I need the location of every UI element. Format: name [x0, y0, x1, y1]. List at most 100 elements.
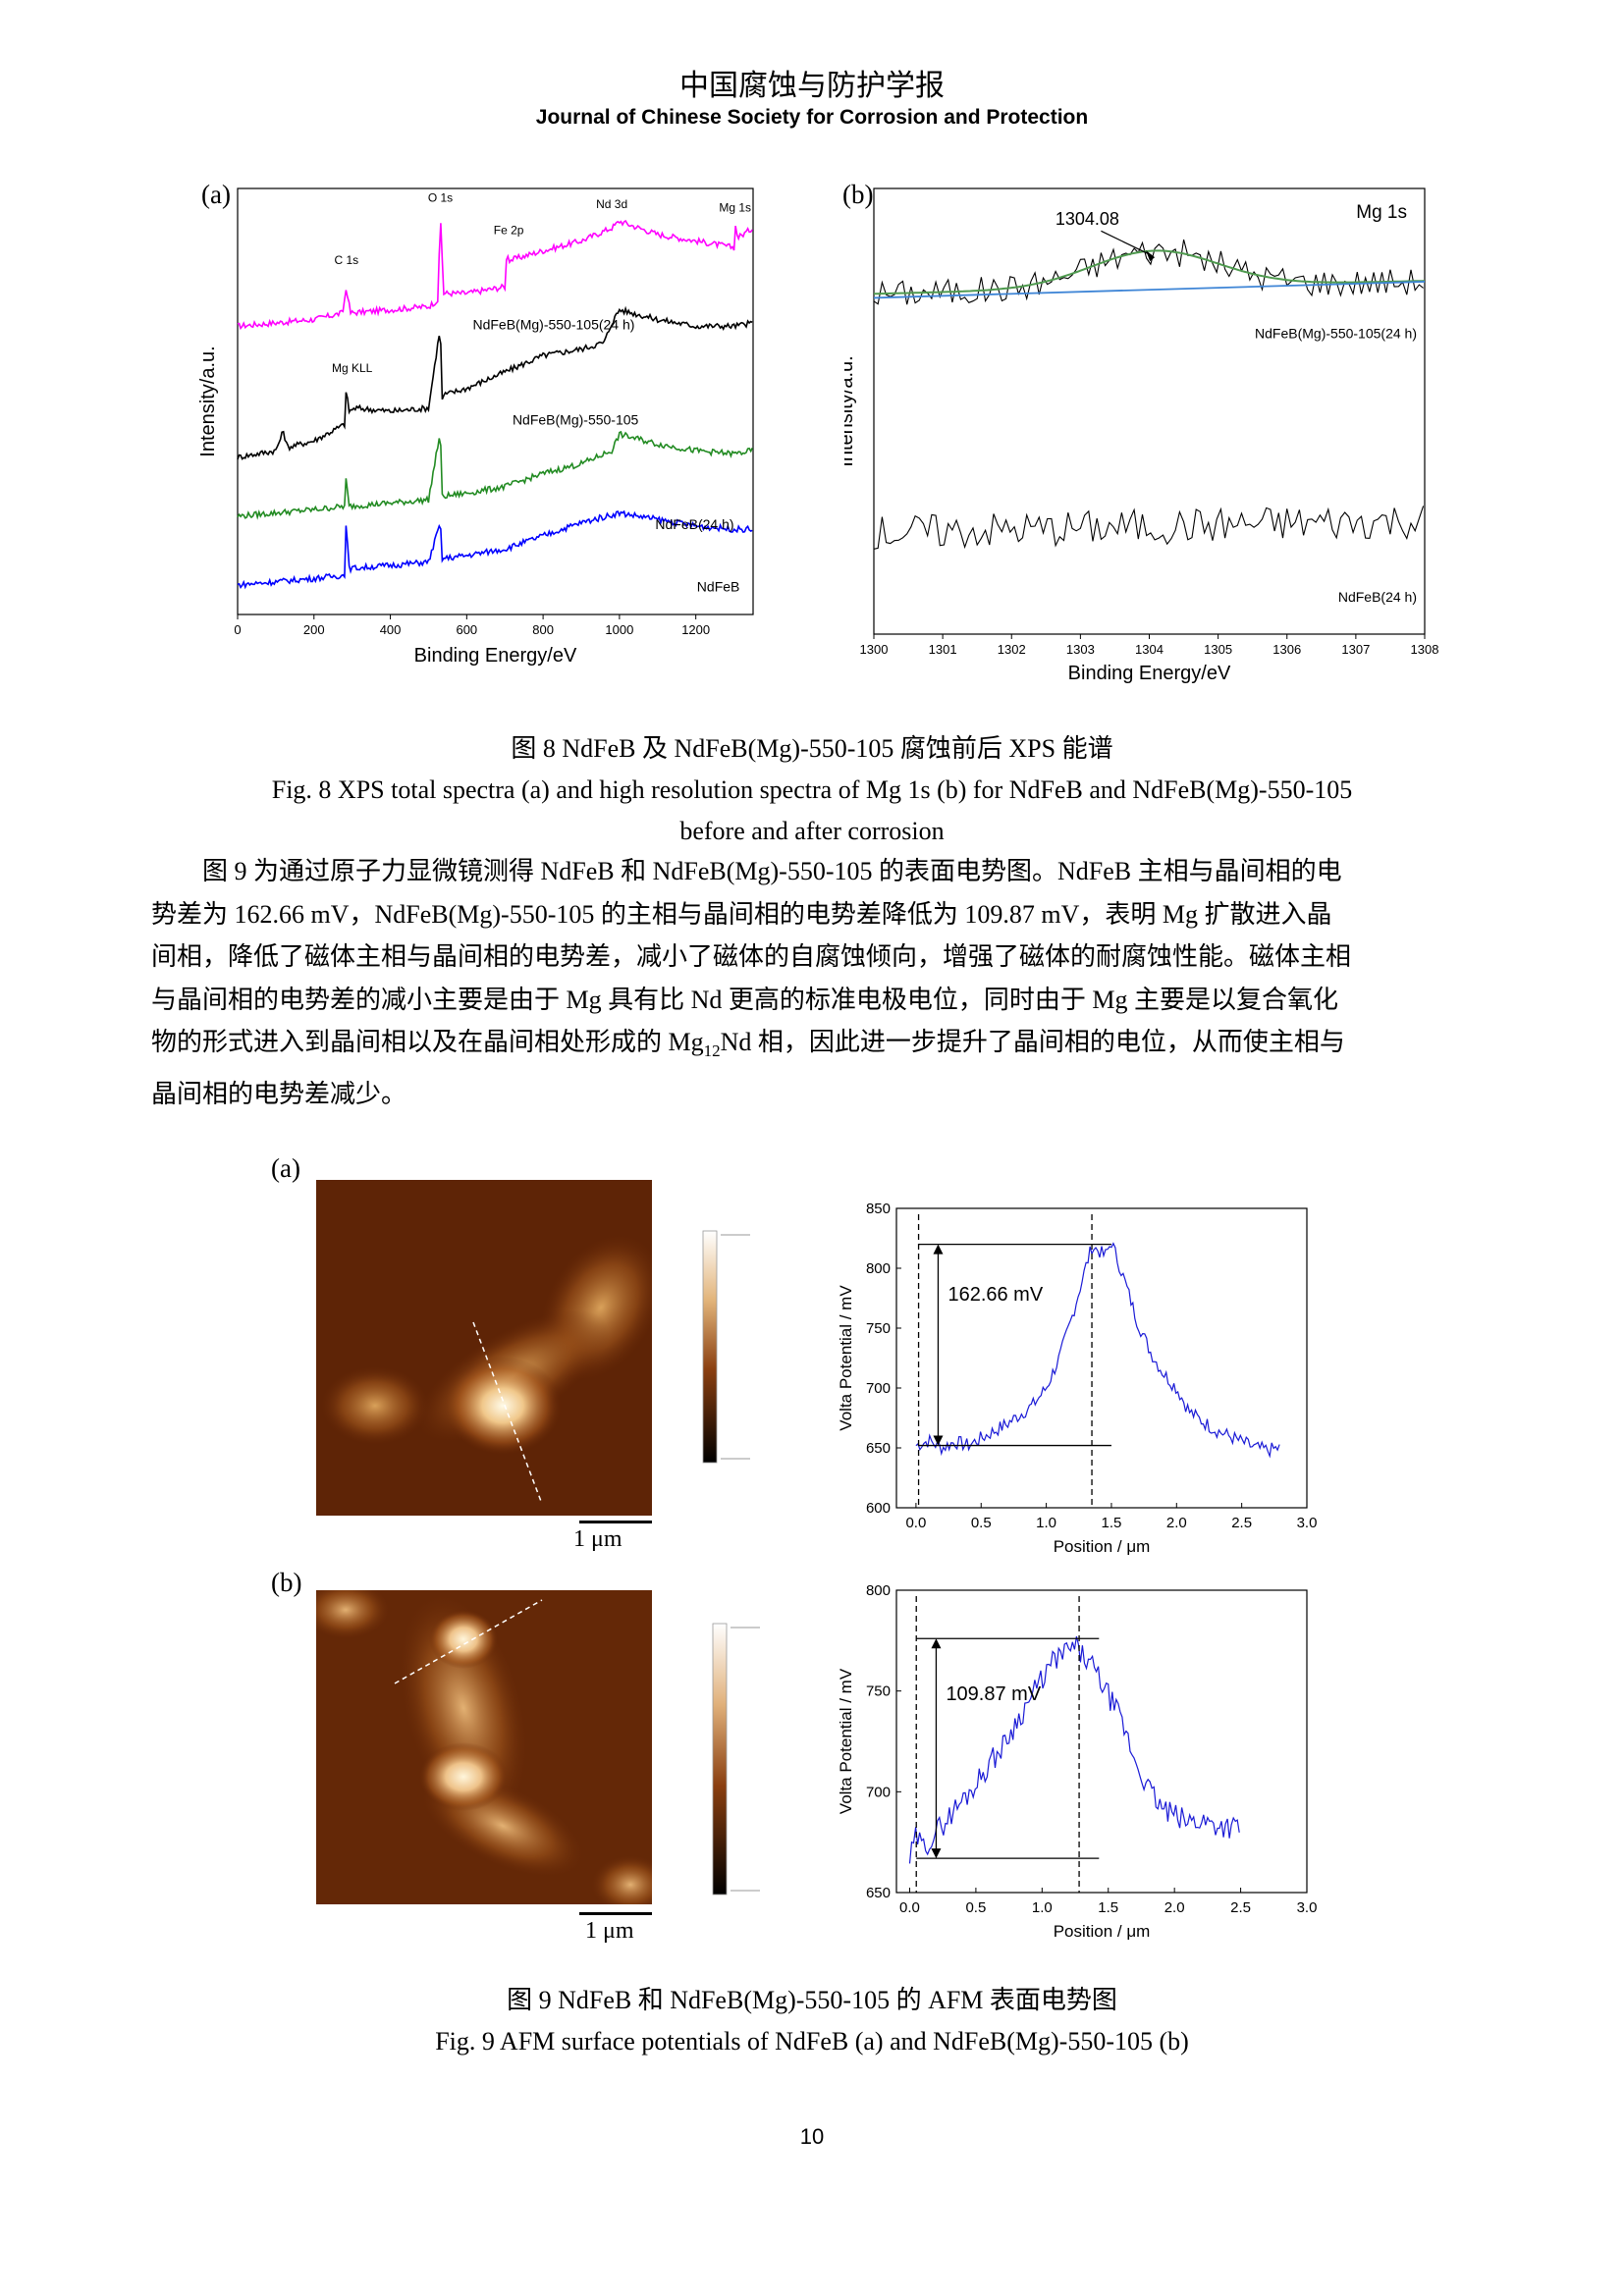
arrowhead-bottom — [933, 1435, 944, 1446]
fig8-caption-en-line2: before and after corrosion — [679, 817, 945, 845]
fig9a-panel-label: (a) — [271, 1153, 300, 1183]
body-line-1: 图 9 为通过原子力显微镜测得 NdFeB 和 NdFeB(Mg)-550-10… — [202, 857, 1342, 885]
series-label: NdFeB(24 h) — [655, 516, 733, 532]
plot-frame — [895, 1207, 1308, 1509]
y-axis-label: Volta Potential / mV — [837, 1285, 855, 1431]
series-line — [237, 430, 753, 520]
body-line-4: 与晶间相的电势差的减小主要是由于 Mg 具有比 Nd 更高的标准电极电位，同时由… — [151, 985, 1339, 1014]
x-tick-label: 1.0 — [1032, 1899, 1053, 1916]
body-line-2: 势差为 162.66 mV，NdFeB(Mg)-550-105 的主相与晶间相的… — [151, 899, 1332, 929]
arrowhead-top — [931, 1638, 942, 1649]
peak-annotation: Fe 2p — [494, 224, 524, 238]
scalebar-a-label: 1 μm — [573, 1526, 623, 1552]
arrowhead-top — [933, 1244, 944, 1255]
x-axis-label: Binding Energy/eV — [1068, 663, 1231, 684]
peak-arrowhead — [1146, 250, 1156, 262]
difference-label: 162.66 mV — [947, 1284, 1043, 1306]
x-axis-label: Position / μm — [1054, 1922, 1151, 1941]
x-tick-label: 1.5 — [1098, 1899, 1118, 1916]
journal-title-en: Journal of Chinese Society for Corrosion… — [535, 106, 1089, 129]
series-line — [873, 506, 1425, 550]
difference-label: 109.87 mV — [946, 1683, 1041, 1705]
x-tick-label: 2.0 — [1166, 1515, 1187, 1531]
x-tick-label: 1301 — [929, 642, 957, 657]
series-label: NdFeB(Mg)-550-105(24 h) — [472, 317, 634, 333]
fig8a-panel-label: (a) — [201, 180, 231, 209]
peak-arrow — [1101, 230, 1152, 256]
x-tick-label: 1304 — [1135, 642, 1164, 657]
body-line-3: 间相，降低了磁体主相与晶间相的电势差，减小了磁体的自腐蚀倾向，增强了磁体的耐腐蚀… — [151, 942, 1352, 971]
series-label: NdFeB(Mg)-550-105(24 h) — [1255, 326, 1417, 342]
plot-frame — [895, 1589, 1308, 1894]
afm-image-b — [316, 1590, 652, 1904]
fig8-caption-cn: 图 8 NdFeB 及 NdFeB(Mg)-550-105 腐蚀前后 XPS 能… — [511, 734, 1113, 763]
x-axis-label: Binding Energy/eV — [414, 645, 577, 667]
series-label: NdFeB(24 h) — [1338, 589, 1417, 605]
x-tick-label: 1308 — [1411, 642, 1439, 657]
scalebar-b-label: 1 μm — [585, 1918, 634, 1944]
y-tick-label: 750 — [866, 1683, 891, 1700]
y-tick-label: 800 — [866, 1260, 891, 1277]
mg-subscript: 12 — [703, 1041, 721, 1061]
x-tick-label: 1300 — [860, 642, 889, 657]
series-label: NdFeB(Mg)-550-105 — [513, 411, 639, 427]
body-line-5b: Nd 相，因此进一步提升了晶间相的电位，从而使主相与 — [720, 1028, 1345, 1056]
peak-annotation: O 1s — [428, 190, 453, 204]
y-tick-label: 700 — [866, 1784, 891, 1800]
colorbar-b — [712, 1623, 760, 1896]
x-tick-label: 200 — [303, 622, 325, 637]
x-tick-label: 2.0 — [1164, 1899, 1185, 1916]
body-paragraph: 图 9 为通过原子力显微镜测得 NdFeB 和 NdFeB(Mg)-550-10… — [151, 850, 1485, 1115]
y-axis-label: Intensity/a.u. — [197, 346, 219, 456]
scalebar-b — [579, 1912, 652, 1915]
y-tick-label: 650 — [866, 1440, 891, 1457]
x-tick-label: 2.5 — [1231, 1515, 1252, 1531]
profile-line — [915, 1242, 1280, 1459]
peak-annotation: Mg 1s — [719, 200, 751, 214]
fig9-caption-en: Fig. 9 AFM surface potentials of NdFeB (… — [435, 2027, 1189, 2056]
x-tick-label: 1305 — [1204, 642, 1232, 657]
fig8a-chart: 0 200 400 600 800 1000 1200 Binding Energy/eV In… — [197, 187, 754, 667]
page-number: 10 — [799, 2124, 825, 2149]
y-tick-label: 750 — [866, 1320, 891, 1337]
body-line-6: 晶间相的电势差减少。 — [151, 1079, 407, 1108]
peak-annotation: Mg KLL — [332, 361, 373, 375]
journal-title-cn: 中国腐蚀与防护学报 — [679, 69, 945, 103]
x-tick-label: 3.0 — [1297, 1899, 1318, 1916]
x-tick-label: 2.5 — [1230, 1899, 1251, 1916]
y-tick-label: 800 — [866, 1582, 891, 1599]
body-line-5: 物的形式进入到晶间相以及在晶间相处形成的 Mg12Nd 相，因此进一步提升了晶间… — [151, 1021, 1485, 1073]
x-tick-label: 400 — [380, 622, 402, 637]
y-axis-label: Volta Potential / mV — [837, 1668, 855, 1814]
x-tick-label: 1302 — [998, 642, 1026, 657]
colorbar-a — [702, 1230, 750, 1464]
x-tick-label: 1307 — [1341, 642, 1370, 657]
x-tick-label: 1000 — [605, 622, 633, 637]
chart-title: Mg 1s — [1356, 202, 1407, 223]
series-label: NdFeB — [697, 579, 740, 595]
fig8b-chart: 1300 1301 1302 1303 1304 1305 1306 1307 1308 Bind… — [844, 187, 1439, 684]
x-tick-label: 1.0 — [1036, 1515, 1056, 1531]
x-tick-label: 0 — [234, 622, 241, 637]
x-tick-label: 3.0 — [1297, 1515, 1318, 1531]
background-line — [873, 281, 1426, 299]
series-line — [237, 509, 753, 590]
x-tick-label: 0.0 — [905, 1515, 926, 1531]
fig9a-chart: 0.0 0.5 1.0 1.5 2.0 2.5 3.0 600 650 700 750 800 850 P… — [837, 1201, 1318, 1556]
x-tick-label: 0.0 — [899, 1899, 920, 1916]
y-tick-label: 700 — [866, 1380, 891, 1397]
profile-line — [908, 1635, 1240, 1864]
series-line — [237, 219, 753, 331]
x-tick-label: 600 — [456, 622, 477, 637]
y-tick-label: 850 — [866, 1201, 891, 1217]
series-line — [873, 239, 1424, 305]
peak-annotation: C 1s — [334, 253, 358, 267]
x-axis-label: Position / μm — [1054, 1537, 1151, 1556]
x-tick-label: 1306 — [1272, 642, 1301, 657]
x-tick-label: 0.5 — [965, 1899, 986, 1916]
y-tick-label: 650 — [866, 1885, 891, 1901]
fig9-caption-cn: 图 9 NdFeB 和 NdFeB(Mg)-550-105 的 AFM 表面电势… — [507, 1986, 1117, 2014]
arrowhead-bottom — [931, 1848, 942, 1859]
plot-frame — [237, 187, 754, 615]
x-tick-label: 800 — [532, 622, 554, 637]
